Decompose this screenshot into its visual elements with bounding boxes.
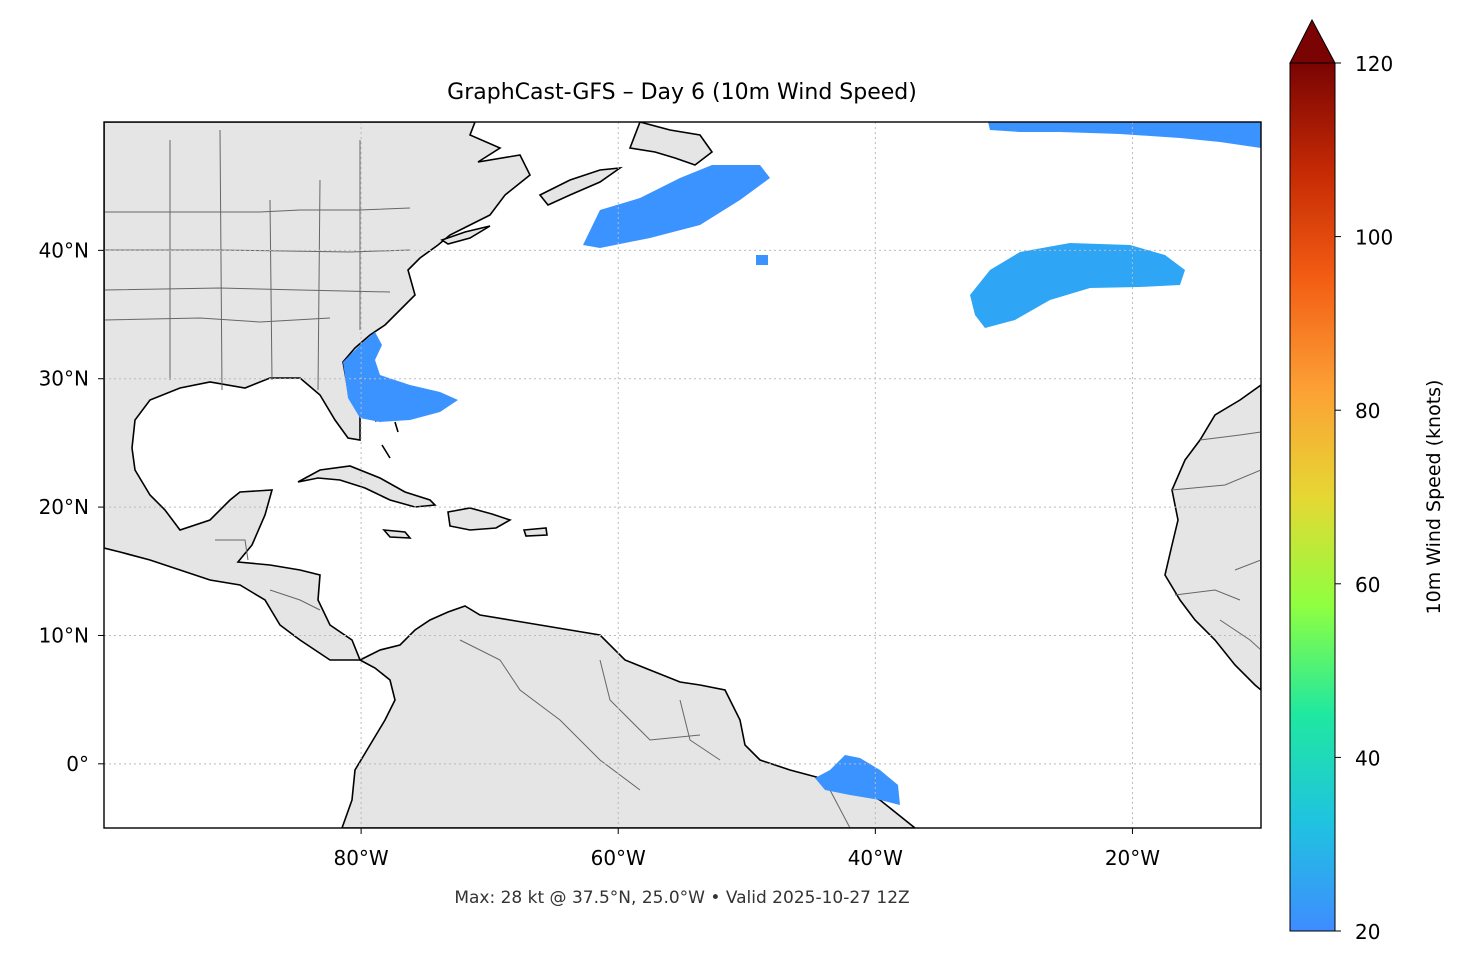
y-axis-ticks: 40°N 30°N 20°N 10°N 0°: [39, 238, 104, 776]
x-tick-label: 60°W: [591, 846, 646, 870]
colorbar-tick-label: 100: [1355, 226, 1393, 250]
land-long-island: [440, 225, 491, 245]
y-tick-label: 40°N: [39, 238, 89, 262]
y-tick-label: 30°N: [39, 367, 89, 391]
wind-region-equatorial-brazil: [815, 755, 900, 805]
x-tick-label: 20°W: [1105, 846, 1160, 870]
colorbar-tick-label: 20: [1355, 920, 1380, 944]
wind-region-north-atlantic-east: [970, 243, 1185, 328]
land-nova-scotia: [538, 166, 623, 206]
x-tick-label: 80°W: [333, 846, 388, 870]
colorbar-ticks: 20 40 60 80 100 120: [1335, 52, 1393, 944]
map-frame: [103, 121, 1262, 829]
y-tick-label: 20°N: [39, 495, 89, 519]
land-cuba: [297, 465, 437, 508]
x-tick-label: 40°W: [848, 846, 903, 870]
wind-region-newfoundland: [583, 165, 770, 248]
footer-text: Max: 28 kt @ 37.5°N, 25.0°W • Valid 2025…: [454, 888, 909, 908]
x-axis-ticks: 80°W 60°W 40°W 20°W: [333, 828, 1160, 870]
colorbar-tick-label: 40: [1355, 746, 1380, 770]
colorbar-label: 10m Wind Speed (knots): [1423, 380, 1445, 615]
y-tick-label: 0°: [66, 752, 89, 776]
land-hispaniola: [447, 507, 512, 531]
colorbar-tick-label: 120: [1355, 52, 1393, 76]
land-newfoundland: [628, 122, 714, 166]
wind-region-ne-atlantic-top: [988, 122, 1261, 148]
wind-region-florida-coast: [343, 332, 458, 422]
colorbar-gradient: [1289, 62, 1336, 932]
map-panel: 80°W 60°W 40°W 20°W 40°N 30°N 20°N 10°N 0°: [39, 121, 1262, 870]
colorbar: 20 40 60 80 100 120 10m Wind Speed (knots): [1289, 18, 1445, 944]
wind-region-small-patch: [756, 255, 768, 265]
land-africa: [1164, 384, 1261, 692]
colorbar-tick-label: 60: [1355, 573, 1380, 597]
map-title: GraphCast-GFS – Day 6 (10m Wind Speed): [447, 80, 917, 105]
political-borders: [104, 129, 1261, 828]
land-south-america: [341, 605, 917, 828]
y-tick-label: 10°N: [39, 623, 89, 647]
land-jamaica: [382, 529, 412, 539]
land-puerto-rico: [522, 527, 548, 537]
colorbar-extend-arrow: [1289, 18, 1336, 64]
colorbar-tick-label: 80: [1355, 399, 1380, 423]
